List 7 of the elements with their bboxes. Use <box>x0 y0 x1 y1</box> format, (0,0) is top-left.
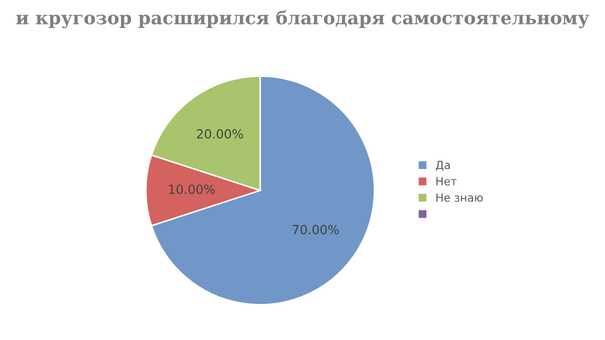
data-label: 70.00% <box>292 224 339 234</box>
data-label: 20.00% <box>196 129 243 139</box>
legend-label: Нет <box>436 177 457 186</box>
data-label: 10.00% <box>169 184 215 194</box>
legend-label: Да <box>436 160 450 171</box>
legend-label: Не знаю <box>436 194 483 202</box>
chart-title: и кругозор расширился благодаря самостоятельному <box>16 10 590 28</box>
